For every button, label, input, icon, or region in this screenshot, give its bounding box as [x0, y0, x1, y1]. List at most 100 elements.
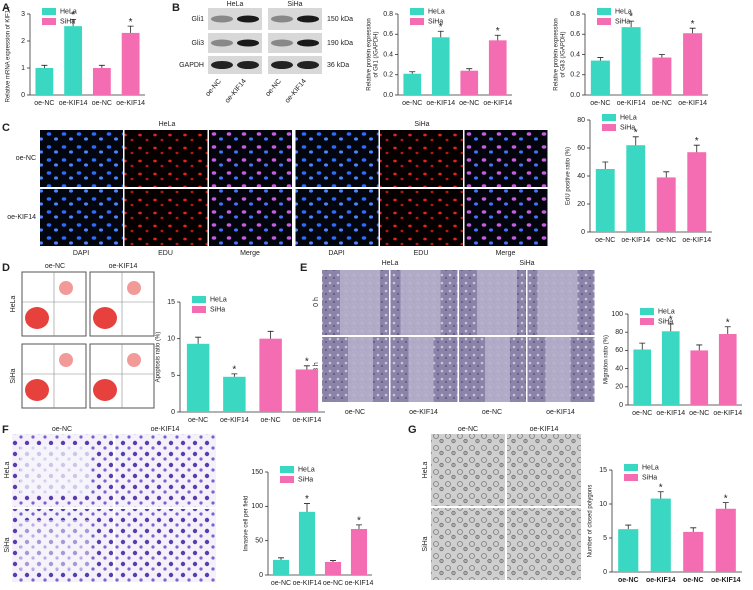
edu-image	[380, 189, 463, 246]
error-bar	[602, 161, 609, 169]
significance: *	[232, 365, 236, 376]
y-tick-label: 15	[599, 467, 607, 474]
y-tick-label: 0.8	[383, 11, 393, 18]
legend-swatch	[624, 474, 638, 481]
transwell-image	[115, 434, 216, 507]
error-bar	[278, 557, 284, 560]
significance: *	[357, 516, 361, 527]
legend-swatch	[280, 476, 294, 483]
blot-strip	[268, 56, 322, 74]
panel-letter: A	[2, 2, 10, 14]
blot-protein: Gli1	[192, 16, 205, 23]
legend-swatch	[597, 8, 611, 15]
blot-band	[237, 61, 259, 69]
x-tick-label: oe-KIF14	[292, 417, 321, 424]
y-axis-label: Apoptosis ratio (%)	[156, 332, 162, 383]
blot-lane: oe-KIF14	[284, 78, 308, 105]
flow-column: oe-NC	[45, 263, 65, 270]
error-bar	[639, 342, 646, 350]
legend-label: SiHa	[620, 124, 635, 131]
y-tick-label: 0.2	[383, 72, 393, 79]
blot-protein: Gli3	[192, 40, 205, 47]
legend-label: HeLa	[642, 464, 659, 471]
y-tick-label: 0.4	[570, 51, 580, 58]
wound-cell-line: HeLa	[382, 260, 399, 267]
edu-column: EDU	[414, 250, 429, 257]
error-bar	[330, 560, 336, 562]
bar	[718, 334, 737, 405]
blot-strip	[268, 33, 322, 53]
blot-band	[297, 61, 319, 69]
bar	[595, 169, 615, 232]
y-axis-label: Relative protein expression	[554, 18, 560, 90]
wound-column: oe-NC	[345, 409, 365, 416]
bar	[618, 529, 639, 572]
significance: *	[496, 26, 500, 37]
y-axis-label: Relative protein expression	[367, 18, 373, 90]
y-tick-label: 10	[599, 501, 607, 508]
error-bar	[70, 19, 77, 27]
legend-label: SiHa	[658, 318, 673, 325]
significance: *	[305, 494, 309, 505]
x-tick-label: oe-NC	[632, 410, 652, 417]
y-tick-label: 0	[21, 92, 25, 99]
x-tick-label: oe-NC	[92, 100, 112, 107]
y-tick-label: 3	[21, 11, 25, 18]
bar	[324, 561, 342, 575]
x-tick-label: oe-NC	[323, 580, 343, 587]
bar	[64, 26, 83, 95]
legend-swatch	[640, 308, 654, 315]
error-bar	[689, 27, 696, 34]
transwell-row: HeLa	[4, 462, 11, 479]
edu-image	[40, 189, 123, 246]
blot-cell-line: SiHa	[287, 1, 302, 8]
y-tick-label: 40	[577, 173, 585, 180]
edu-column: Merge	[240, 250, 260, 257]
wound-row: 0 h	[313, 297, 320, 307]
bar	[715, 508, 736, 572]
error-bar	[494, 34, 501, 41]
x-tick-label: oe-NC	[595, 237, 615, 244]
bar	[590, 60, 610, 95]
bar	[298, 511, 316, 575]
flow-column: oe-KIF14	[109, 263, 138, 270]
blot-band	[271, 61, 293, 69]
bar	[460, 70, 479, 95]
edu-image	[295, 189, 379, 246]
significance: *	[439, 22, 443, 33]
legend-label: SiHa	[642, 474, 657, 481]
x-tick-label: oe-KIF14	[483, 100, 512, 107]
legend-swatch	[192, 306, 206, 313]
polygon-row: HeLa	[422, 462, 429, 479]
transwell-row: SiHa	[4, 537, 11, 552]
wound-column: oe-NC	[482, 409, 502, 416]
y-tick-label: 0	[581, 229, 585, 236]
y-tick-label: 0	[171, 409, 175, 416]
y-tick-label: 60	[615, 347, 623, 354]
flow-cluster	[93, 379, 117, 401]
legend-swatch	[640, 318, 654, 325]
legend-swatch	[602, 124, 616, 131]
bar	[626, 145, 646, 232]
error-bar	[409, 71, 416, 74]
edu-cell-line: HeLa	[159, 121, 176, 128]
error-bar	[597, 57, 604, 61]
x-tick-label: oe-NC	[590, 100, 610, 107]
legend-swatch	[410, 8, 424, 15]
flow-cluster	[25, 379, 49, 401]
y-axis-label: Migration ratio (%)	[604, 335, 610, 384]
blot-size: 150 kDa	[327, 16, 353, 23]
flow-cluster	[127, 281, 141, 295]
wound-gap	[537, 270, 578, 335]
y-tick-label: 0.0	[570, 92, 580, 99]
bar	[223, 376, 246, 412]
x-tick-label: oe-KIF14	[678, 100, 707, 107]
error-bar	[657, 491, 664, 499]
panel-letter: B	[172, 2, 180, 14]
legend-label: HeLa	[615, 8, 632, 15]
wound-gap	[340, 270, 380, 335]
legend-swatch	[410, 18, 424, 25]
bar	[650, 498, 671, 572]
legend-label: HeLa	[210, 296, 227, 303]
polygon-image	[431, 434, 505, 506]
